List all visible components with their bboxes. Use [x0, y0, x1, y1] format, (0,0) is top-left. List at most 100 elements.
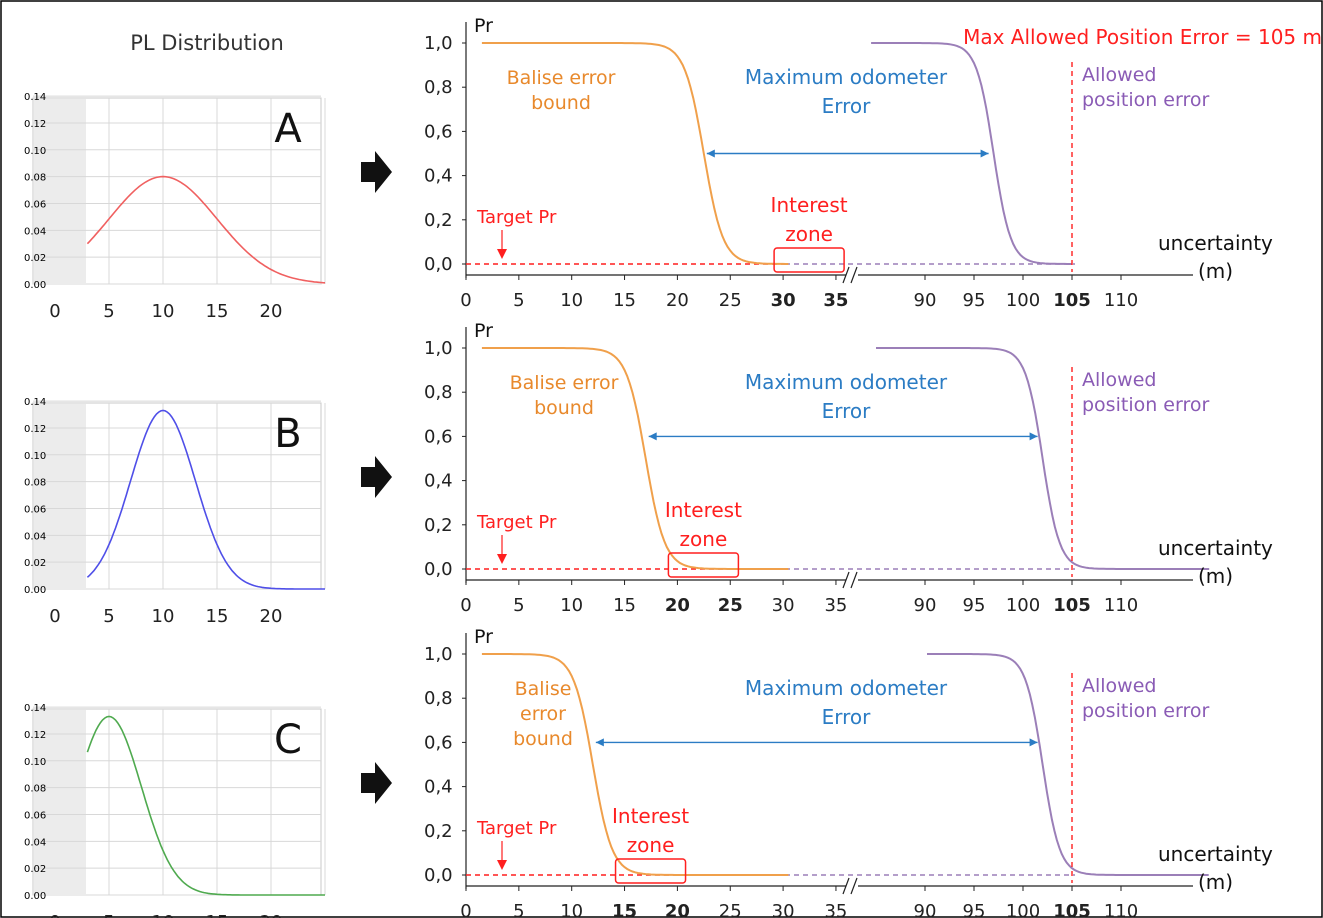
- x-tick-label: 10: [560, 901, 583, 918]
- mini-y-tick: 0.06: [24, 810, 46, 821]
- allowed-label: position error: [1082, 394, 1209, 416]
- balise-label: bound: [531, 92, 591, 114]
- target-label: Target Pr: [476, 512, 557, 533]
- odometer-label: Maximum odometer: [745, 370, 948, 394]
- target-label: Target Pr: [476, 207, 557, 228]
- arrowhead-right-icon: [1029, 432, 1038, 441]
- x-tick-label: 10: [560, 595, 583, 616]
- mini-x-tick: 10: [152, 301, 175, 322]
- mini-y-tick: 0.12: [24, 119, 46, 130]
- mini-x-tick: 15: [206, 301, 229, 322]
- balise-label: Balise error: [510, 372, 619, 394]
- mini-x-tick: 15: [206, 912, 229, 918]
- x-tick-label: 105: [1053, 901, 1091, 918]
- mini-y-tick: 0.10: [24, 757, 46, 768]
- x-tick-label: 20: [665, 901, 690, 918]
- mini-y-tick: 0.02: [24, 253, 46, 264]
- mini-y-tick: 0.02: [24, 864, 46, 875]
- x-tick-label: 15: [613, 290, 636, 311]
- x-tick-label: 25: [718, 595, 743, 616]
- pl-distribution-plot: 0.140.120.100.080.060.040.020.0005101520…: [24, 703, 326, 918]
- mini-x-tick: 20: [260, 301, 283, 322]
- arrowhead-left-icon: [595, 738, 604, 747]
- balise-label: bound: [534, 397, 594, 419]
- mini-y-tick: 0.04: [24, 531, 46, 542]
- y-tick-label: 0,4: [424, 471, 453, 492]
- axis-break: [850, 266, 858, 284]
- balise-label: bound: [513, 728, 573, 750]
- balise-label: error: [520, 703, 566, 725]
- density-curve: [86, 409, 325, 590]
- mini-x-tick: 5: [103, 301, 114, 322]
- interest-label: zone: [680, 527, 728, 551]
- panels: 0.14 0.12 0.10 0.08 0.06 0.04 0.02 0.00 0 5 10 15 20…: [24, 15, 1273, 918]
- x-tick-label: 20: [665, 595, 690, 616]
- mini-x-tick: 5: [103, 606, 114, 627]
- y-tick-label: 0,8: [424, 77, 453, 98]
- odometer-error-curve: [871, 42, 1072, 265]
- axis-break: [850, 877, 858, 895]
- x-tick-label: 5: [513, 595, 524, 616]
- x-tick-label: 10: [560, 290, 583, 311]
- uncertainty-label: (m): [1198, 870, 1233, 894]
- mini-y-tick: 0.02: [24, 558, 46, 569]
- x-tick-label: 105: [1053, 595, 1091, 616]
- x-tick-label: 35: [824, 901, 847, 918]
- odometer-label: Error: [822, 94, 872, 118]
- allowed-label: Allowed: [1082, 369, 1156, 391]
- arrow-icon: [361, 762, 392, 804]
- mini-y-tick: 0.04: [24, 837, 46, 848]
- y-axis-label: Pr: [474, 320, 493, 342]
- axis-break: [850, 571, 858, 589]
- panel-c: 0.14 0.12 0.10 0.08 0.06 0.04 0.02 0.00 0 5 10 15 20…: [24, 626, 1273, 918]
- mini-x-tick: 0: [49, 912, 60, 918]
- mini-y-tick: 0.08: [24, 784, 46, 795]
- mini-x-tick: 15: [206, 606, 229, 627]
- mini-x-tick: 10: [152, 606, 175, 627]
- allowed-label: position error: [1082, 700, 1209, 722]
- x-tick-label: 95: [963, 595, 986, 616]
- interest-zone-box: [667, 552, 740, 578]
- mini-y-tick: 0.00: [24, 585, 46, 596]
- y-tick-label: 0,8: [424, 688, 453, 709]
- uncertainty-label: (m): [1198, 564, 1233, 588]
- panel-a: 0.140.120.100.080.060.040.020.000 5 10 15 20…: [24, 15, 1273, 322]
- odometer-error-curve: [876, 347, 1210, 570]
- target-label: Target Pr: [476, 818, 557, 839]
- allowed-label: position error: [1082, 89, 1209, 111]
- x-tick-label: 95: [963, 290, 986, 311]
- x-tick-label: 0: [460, 290, 471, 311]
- odometer-label: Maximum odometer: [745, 65, 948, 89]
- density-curve: [86, 175, 326, 284]
- axis-break: [842, 877, 850, 895]
- mini-y-tick: 0.08: [24, 173, 46, 184]
- mini-y-tick: 0.08: [24, 478, 46, 489]
- y-tick-label: 0,0: [424, 254, 453, 275]
- mini-y-tick: 0.14: [24, 703, 46, 714]
- arrow-icon: [361, 456, 392, 498]
- x-tick-label: 25: [719, 290, 742, 311]
- cumulative-plot: Pr 1,0 0,8 0,6 0,4 0,2 0,0 0 5 10 15 20 25 30 35 90 95 10…: [424, 15, 1273, 311]
- mini-y-tick: 0.10: [24, 451, 46, 462]
- x-tick-label: 30: [772, 901, 795, 918]
- axis-break: [842, 571, 850, 589]
- y-tick-label: 0,2: [424, 821, 453, 842]
- y-tick-label: 0,4: [424, 166, 453, 187]
- y-tick-label: 0,6: [424, 426, 453, 447]
- x-tick-label: 30: [772, 595, 795, 616]
- mini-y-tick: 0.00: [24, 891, 46, 902]
- case-letter: C: [274, 717, 302, 763]
- y-tick-label: 0,0: [424, 865, 453, 886]
- y-tick-label: 0,6: [424, 121, 453, 142]
- interest-label: Interest: [665, 498, 742, 522]
- x-tick-label: 15: [613, 595, 636, 616]
- arrowhead-left-icon: [706, 149, 715, 158]
- allowed-label: Allowed: [1082, 675, 1156, 697]
- arrowhead-left-icon: [648, 432, 657, 441]
- balise-label: Balise error: [507, 67, 616, 89]
- y-tick-label: 1,0: [424, 33, 453, 54]
